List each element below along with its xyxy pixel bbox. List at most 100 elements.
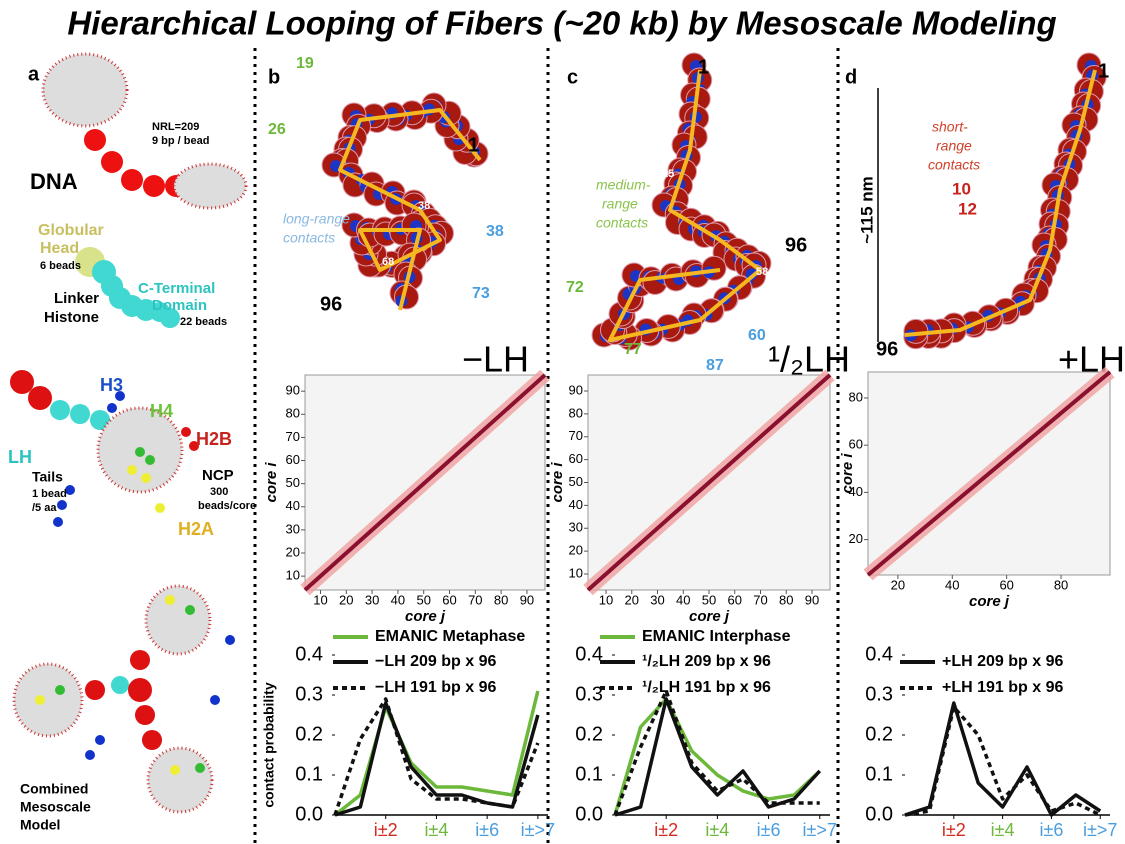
label: NRL=209	[152, 121, 199, 133]
label: 300	[210, 486, 228, 498]
label: H3	[100, 375, 123, 395]
y-tick-label: 60	[849, 437, 863, 452]
y-tick-label: 20	[286, 544, 300, 559]
x-axis-label: core j	[689, 608, 730, 625]
label: 73	[472, 285, 490, 302]
x-axis-label: core j	[405, 608, 446, 625]
label: 87	[706, 357, 724, 374]
label: 96	[320, 293, 342, 315]
x-tick-label: i±6	[475, 820, 499, 840]
panel-letter: b	[268, 66, 280, 88]
x-tick-label: 60	[728, 592, 742, 607]
label: 6 beads	[40, 260, 81, 272]
x-tick-label: 50	[702, 592, 716, 607]
label: 9 bp / bead	[152, 135, 209, 147]
label: range	[602, 196, 638, 212]
label: NCP	[202, 467, 234, 484]
x-tick-label: 40	[676, 592, 690, 607]
label: 22 beads	[180, 316, 227, 328]
y-axis-label: core i	[263, 462, 280, 503]
label: 19	[296, 55, 314, 72]
y-tick-label: 60	[286, 452, 300, 467]
x-tick-label: i±4	[705, 820, 729, 840]
y-tick-label: 50	[286, 475, 300, 490]
y-tick-label: 0.3	[575, 683, 603, 705]
y-tick-label: 0.2	[575, 723, 603, 745]
y-tick-label: 90	[569, 382, 583, 397]
label: 72	[566, 279, 584, 296]
label: long-range	[283, 211, 350, 227]
x-tick-label: 30	[650, 592, 664, 607]
y-tick-label: 0.3	[865, 683, 893, 705]
y-tick-label: 80	[569, 405, 583, 420]
legend-label: +LH 209 bp x 96	[942, 653, 1063, 670]
label: 26	[268, 121, 286, 138]
y-axis-label: core i	[839, 453, 856, 494]
y-tick-label: 0.4	[865, 643, 893, 665]
legend-label: +LH 191 bp x 96	[942, 679, 1063, 696]
fiber-illustrations	[322, 53, 1106, 350]
y-tick-label: 60	[569, 451, 583, 466]
y-tick-label: 0.2	[295, 723, 323, 745]
series-line	[335, 699, 538, 815]
label: 58	[756, 266, 768, 278]
y-tick-label: 80	[286, 406, 300, 421]
label: 10	[952, 179, 971, 198]
label: Globular	[38, 222, 104, 239]
x-tick-label: i±2	[654, 820, 678, 840]
y-tick-label: 50	[569, 474, 583, 489]
label: 96	[785, 234, 807, 256]
y-tick-label: 0.4	[295, 643, 323, 665]
x-tick-label: 80	[494, 592, 508, 607]
y-tick-label: 0.3	[295, 683, 323, 705]
x-tick-label: 40	[945, 577, 959, 592]
x-tick-label: 70	[753, 592, 767, 607]
panel-letter: a	[28, 63, 40, 85]
y-axis-label: contact probability	[261, 682, 277, 807]
y-tick-label: 0.0	[295, 803, 323, 825]
x-tick-label: i±4	[424, 820, 448, 840]
y-tick-label: 70	[569, 428, 583, 443]
y-axis-label: core i	[549, 462, 566, 503]
series-line	[615, 699, 820, 815]
label: Tails	[32, 469, 63, 485]
label: Head	[40, 240, 79, 257]
x-tick-label: i±4	[991, 820, 1015, 840]
y-tick-label: 0.1	[865, 763, 893, 785]
label: medium-	[596, 177, 651, 193]
x-tick-label: i±6	[1039, 820, 1063, 840]
legend-label: ¹/₂LH 209 bp x 96	[642, 653, 771, 670]
y-tick-label: 70	[286, 429, 300, 444]
label: beads/core	[198, 500, 256, 512]
x-tick-label: 90	[805, 592, 819, 607]
x-tick-label: 50	[416, 592, 430, 607]
x-tick-label: 20	[891, 577, 905, 592]
label: Domain	[152, 297, 207, 314]
label: C-Terminal	[138, 280, 215, 297]
y-tick-label: 0.0	[865, 803, 893, 825]
x-tick-label: 40	[391, 592, 405, 607]
label: 1	[698, 56, 709, 78]
label: H2B	[196, 429, 232, 449]
figure: Hierarchical Looping of Fibers (~20 kb) …	[0, 0, 1125, 844]
x-tick-label: 70	[468, 592, 482, 607]
series-line	[615, 699, 820, 815]
x-tick-label: 80	[779, 592, 793, 607]
legend-label: ¹/₂LH 191 bp x 96	[642, 679, 771, 696]
label: Histone	[44, 309, 99, 326]
label: contacts	[283, 230, 335, 246]
label: 10	[384, 156, 396, 168]
label: 1	[468, 134, 479, 156]
y-tick-label: 90	[286, 383, 300, 398]
x-tick-label: 60	[999, 577, 1013, 592]
page: Hierarchical Looping of Fibers (~20 kb) …	[0, 0, 1125, 844]
label: Model	[20, 817, 60, 833]
x-tick-label: 10	[599, 592, 613, 607]
y-tick-label: 10	[286, 568, 300, 583]
x-tick-label: 20	[625, 592, 639, 607]
y-tick-label: 40	[569, 497, 583, 512]
label: 38	[418, 200, 430, 212]
y-tick-label: 0.0	[575, 803, 603, 825]
label: Combined	[20, 781, 88, 797]
label: Mesoscale	[20, 799, 91, 815]
